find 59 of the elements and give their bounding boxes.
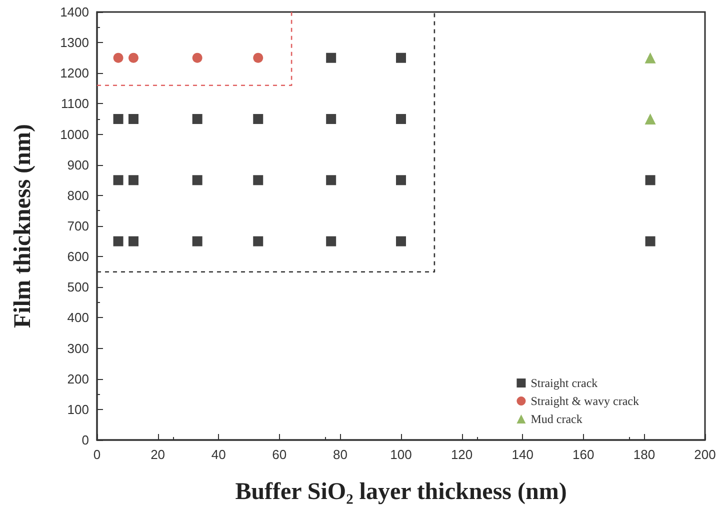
point — [192, 175, 202, 186]
point — [113, 175, 124, 186]
point — [192, 52, 202, 63]
x-axis-title: Buffer SiO₂ layer thickness (nm) — [235, 479, 567, 505]
x-tick-label: 80 — [332, 447, 348, 462]
point — [113, 52, 124, 63]
point — [128, 52, 138, 63]
point — [192, 114, 202, 124]
point — [326, 114, 336, 124]
point — [113, 236, 124, 246]
point — [113, 114, 124, 124]
y-tick-label: 400 — [67, 310, 89, 326]
legend-label: Mud crack — [530, 412, 582, 426]
y-tick-label: 200 — [67, 371, 89, 386]
y-tick-label: 1100 — [61, 96, 89, 112]
y-tick-label: 800 — [67, 188, 89, 203]
point — [253, 52, 264, 63]
point — [192, 236, 202, 246]
y-tick-label: 1300 — [60, 35, 89, 50]
point — [396, 114, 406, 124]
point — [253, 236, 264, 246]
point — [645, 236, 656, 246]
point — [253, 175, 264, 186]
x-tick-label: 0 — [93, 447, 101, 462]
y-axis-title: Film thickness (nm) — [10, 124, 36, 328]
x-tick-label: 120 — [450, 447, 473, 462]
x-tick-label: 200 — [694, 447, 716, 462]
y-tick-label: 300 — [67, 340, 89, 356]
x-tick-label: 100 — [390, 447, 412, 462]
point — [128, 236, 138, 246]
legend-label: Straight crack — [530, 376, 598, 390]
point — [326, 236, 336, 246]
x-tick-label: 20 — [150, 447, 166, 462]
y-tick-label: 1400 — [60, 4, 89, 20]
point — [645, 175, 656, 186]
y-tick-label: 500 — [67, 280, 89, 295]
x-tick-label: 40 — [211, 447, 226, 462]
point — [326, 175, 336, 186]
y-tick-label: 0 — [82, 432, 89, 448]
point — [326, 52, 336, 63]
point — [128, 114, 138, 124]
y-tick-label: 700 — [67, 218, 89, 234]
x-tick-label: 160 — [572, 447, 594, 462]
y-tick-label: 1200 — [60, 66, 89, 81]
point — [396, 236, 406, 246]
x-tick-label: 140 — [512, 447, 534, 462]
point — [253, 114, 264, 124]
y-tick-label: 1000 — [60, 126, 89, 142]
y-tick-label: 100 — [67, 402, 89, 417]
y-tick-label: 900 — [67, 157, 89, 172]
point — [644, 114, 656, 124]
y-tick-label: 600 — [67, 249, 89, 264]
x-tick-label: 60 — [272, 447, 287, 462]
x-tick-label: 180 — [633, 447, 656, 462]
point — [128, 175, 138, 186]
point — [644, 52, 656, 64]
legend-label: Straight & wavy crack — [530, 394, 640, 408]
point — [396, 52, 406, 63]
point — [396, 175, 406, 186]
